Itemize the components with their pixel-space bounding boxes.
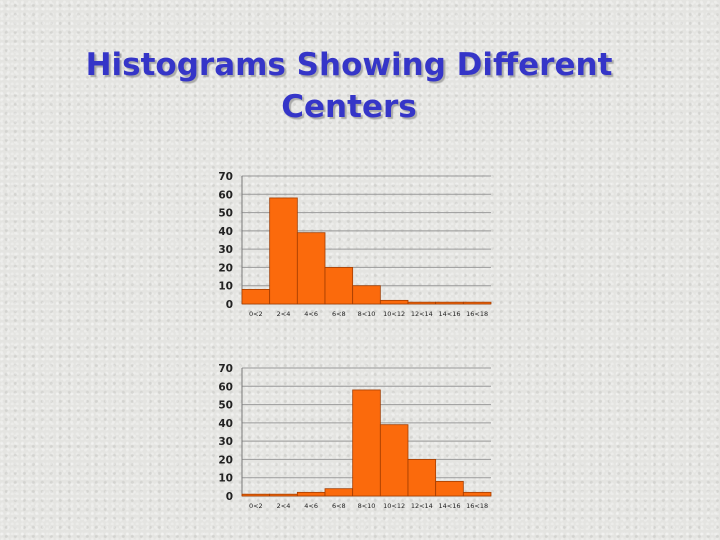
x-tick-label: 4<6 (304, 310, 318, 318)
histogram-bar (462, 491, 492, 497)
x-tick-label: 0<2 (249, 502, 263, 510)
y-tick-label: 40 (218, 226, 233, 238)
histogram-bar (324, 267, 354, 305)
x-tick-label: 12<14 (411, 310, 433, 318)
slide-title: Histograms Showing Different Centers (0, 44, 698, 128)
y-tick-label: 50 (218, 208, 233, 220)
histogram-centered-higher: 0 10 20 30 40 50 60 70 0<2 2<4 4<6 6<8 8<10 10<12 12<1… (218, 363, 492, 510)
histogram-bar (241, 288, 271, 305)
histogram-bar (379, 424, 409, 497)
x-tick-label: 4<6 (304, 502, 318, 510)
histogram-bar (352, 285, 381, 305)
x-tick-label: 14<16 (439, 502, 461, 510)
y-tick-label: 60 (218, 381, 233, 393)
y-tick-label: 20 (218, 262, 233, 274)
histogram-bar (296, 491, 326, 497)
y-tick-label: 0 (226, 491, 233, 503)
x-tick-label: 6<8 (332, 310, 346, 318)
slide-title-line-1: Histograms Showing Different (85, 47, 613, 83)
histogram-bar (296, 232, 326, 305)
histogram-bar (269, 493, 298, 497)
y-tick-label: 70 (218, 363, 233, 375)
x-tick-label: 10<12 (383, 502, 405, 510)
y-tick-label: 30 (218, 244, 233, 256)
y-tick-label: 60 (218, 189, 233, 201)
x-tick-label: 16<18 (466, 502, 488, 510)
histogram-skewed-right: 0 10 20 30 40 50 60 70 0<2 2<4 4<6 6<8 8<10 10<12 12<1… (218, 171, 492, 318)
histogram-bar (407, 459, 437, 497)
y-tick-label: 70 (218, 171, 233, 183)
slide-title-line-2: Centers (281, 89, 417, 125)
x-tick-label: 2<4 (277, 310, 291, 318)
histogram-bar (407, 301, 437, 305)
y-tick-label: 10 (218, 281, 233, 293)
y-tick-label: 20 (218, 454, 233, 466)
y-tick-label: 0 (226, 299, 233, 311)
x-tick-label: 14<16 (439, 310, 461, 318)
histogram-bar (352, 389, 381, 497)
histogram-bar (324, 488, 354, 497)
y-tick-label: 50 (218, 400, 233, 412)
x-tick-label: 6<8 (332, 502, 346, 510)
x-tick-label: 16<18 (466, 310, 488, 318)
x-tick-label: 2<4 (277, 502, 291, 510)
x-tick-label: 8<10 (358, 502, 376, 510)
x-tick-label: 8<10 (358, 310, 376, 318)
x-tick-label: 12<14 (411, 502, 433, 510)
y-tick-label: 10 (218, 473, 233, 485)
histogram-bar (269, 197, 298, 305)
histogram-bar (241, 493, 271, 497)
y-tick-label: 30 (218, 436, 233, 448)
histogram-bar (435, 480, 464, 497)
x-tick-label: 0<2 (249, 310, 263, 318)
histogram-bar (435, 301, 464, 305)
x-tick-label: 10<12 (383, 310, 405, 318)
histogram-bar (379, 299, 409, 305)
y-tick-label: 40 (218, 418, 233, 430)
histogram-bar (462, 301, 492, 305)
